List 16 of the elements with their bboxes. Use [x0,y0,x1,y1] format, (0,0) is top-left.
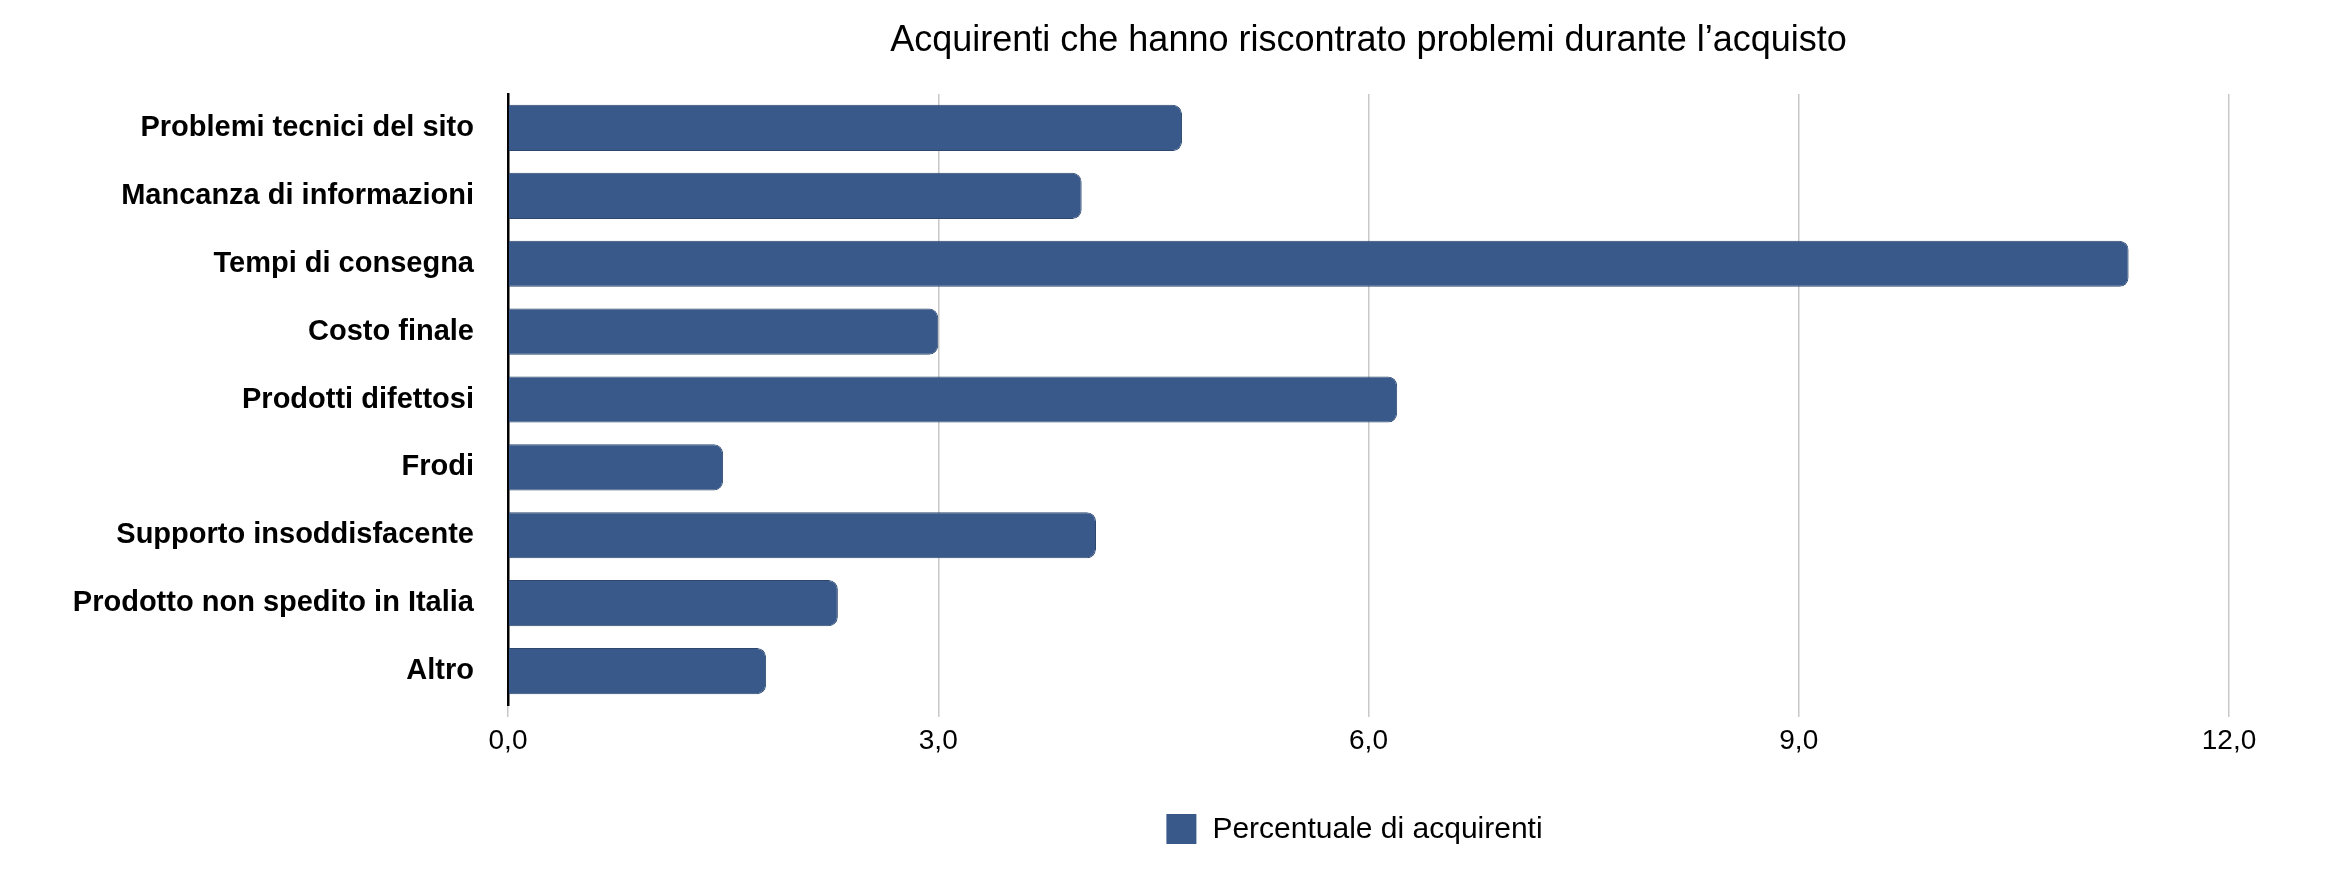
y-tick-label: Altro [406,653,474,686]
y-tick-label: Tempi di consegna [213,245,475,278]
x-tick-label: 0,0 [488,723,528,755]
x-tick-label: 6,0 [1349,723,1388,755]
y-tick-label: Prodotto non spedito in Italia [72,585,475,618]
y-tick-label: Supporto insoddisfacente [116,517,474,550]
y-tick-label: Costo finale [308,313,474,346]
y-tick-label: Frodi [401,449,474,482]
y-tick-label: Problemi tecnici del sito [140,109,474,142]
legend-label: Percentuale di acquirenti [1212,811,1543,845]
y-tick-label: Prodotti difettosi [242,381,474,414]
chart-title: Acquirenti che hanno riscontrato problemi durante l’acquisto [890,17,1847,59]
x-tick-label: 3,0 [918,723,958,755]
y-tick-label: Mancanza di informazioni [121,177,474,210]
x-tick-label: 9,0 [1779,723,1819,755]
x-tick-label: 12,0 [2201,723,2257,755]
